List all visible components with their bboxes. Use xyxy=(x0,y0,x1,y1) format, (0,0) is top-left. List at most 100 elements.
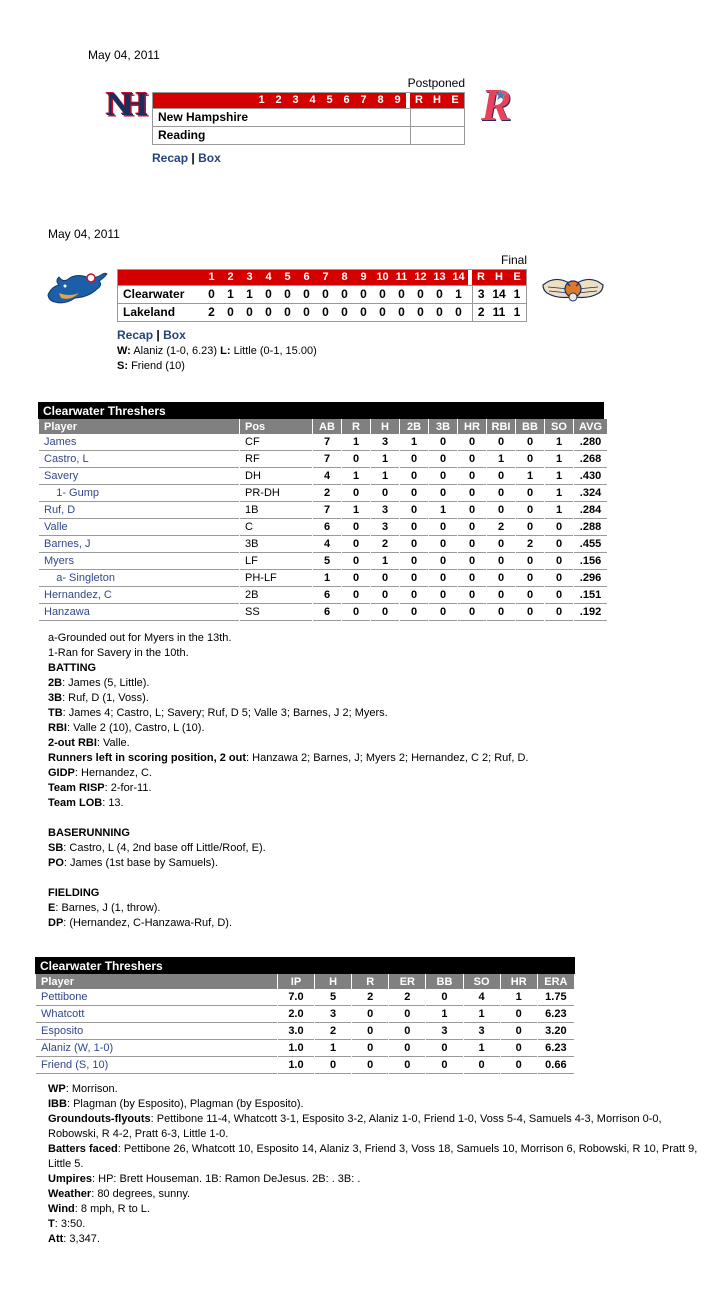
row-gap xyxy=(468,284,472,303)
inning-cell: 0 xyxy=(297,302,316,321)
col-header-h: H xyxy=(371,419,399,434)
note-label: FIELDING xyxy=(48,887,100,899)
player-link[interactable]: Hernandez, C xyxy=(44,589,112,601)
player-link[interactable]: James xyxy=(44,436,77,448)
bb-cell: 1 xyxy=(426,1006,463,1023)
so-cell: 0 xyxy=(545,536,573,553)
so-cell: 0 xyxy=(545,570,573,587)
col-header-player: Player xyxy=(39,419,239,434)
note-line: Weather: 80 degrees, sunny. xyxy=(48,1187,700,1202)
col-header-rbi: RBI xyxy=(487,419,515,434)
link-separator: | xyxy=(156,328,160,342)
player-link[interactable]: Valle xyxy=(44,521,68,533)
hr-cell: 0 xyxy=(458,519,486,536)
3b-cell: 0 xyxy=(429,434,457,451)
inning-header: 3 xyxy=(287,93,304,108)
inning-cell: 0 xyxy=(392,302,411,321)
hits-header: H xyxy=(428,93,446,108)
ip-cell: 1.0 xyxy=(277,1057,315,1074)
bb-cell: 0 xyxy=(516,587,544,604)
col-header-player: Player xyxy=(36,974,277,989)
col-header-hr: HR xyxy=(458,419,486,434)
3b-cell: 0 xyxy=(429,468,457,485)
note-text: : 3:50. xyxy=(54,1218,86,1230)
avg-cell: .156 xyxy=(574,553,607,570)
box-link[interactable]: Box xyxy=(198,151,221,165)
r-cell: 0 xyxy=(342,451,370,468)
ab-cell: 6 xyxy=(313,519,341,536)
errors-cell: 1 xyxy=(508,284,526,303)
rbi-cell: 0 xyxy=(487,468,515,485)
save-label: S: xyxy=(117,360,128,372)
note-label: WP xyxy=(48,1083,66,1095)
h-cell: 3 xyxy=(371,502,399,519)
r-cell: 1 xyxy=(342,434,370,451)
note-text: : Pettibone 26, Whatcott 10, Esposito 14… xyxy=(48,1143,698,1170)
so-cell: 0 xyxy=(545,553,573,570)
recap-link[interactable]: Recap xyxy=(117,328,154,342)
h-cell: 0 xyxy=(371,604,399,621)
player-link[interactable]: Barnes, J xyxy=(44,538,91,550)
batting-row: a- Singleton PH-LF 1 0 0 0 0 0 0 0 0 .29… xyxy=(39,570,607,587)
player-link[interactable]: Ruf, D xyxy=(44,504,76,516)
box-link[interactable]: Box xyxy=(163,328,186,342)
inning-cell: 0 xyxy=(354,284,373,303)
batting-header-row: Player Pos AB R H 2B 3B HR RBI BB SO AVG xyxy=(39,419,607,434)
col-header-ip: IP xyxy=(277,974,315,989)
inning-header: 8 xyxy=(372,93,389,108)
pitching-row: Whatcott 2.0 3 0 0 1 1 0 6.23 xyxy=(36,1006,574,1023)
inning-cell xyxy=(338,107,355,126)
so-cell: 3 xyxy=(463,1023,500,1040)
player-link[interactable]: Pettibone xyxy=(41,991,88,1003)
pos-cell: SS xyxy=(240,604,312,621)
header-gap xyxy=(406,93,410,108)
ab-cell: 7 xyxy=(313,502,341,519)
runs-header: R xyxy=(410,93,428,108)
note-text xyxy=(48,872,51,884)
inning-cell xyxy=(372,107,389,126)
inning-cell: 0 xyxy=(297,284,316,303)
rbi-cell: 0 xyxy=(487,587,515,604)
player-link[interactable]: Whatcott xyxy=(41,1008,85,1020)
r-cell: 0 xyxy=(342,536,370,553)
player-link[interactable]: Myers xyxy=(44,555,74,567)
player-link[interactable]: Friend (S, 10) xyxy=(41,1059,109,1071)
inning-cell: 0 xyxy=(278,284,297,303)
player-link[interactable]: 1- Gump xyxy=(44,487,100,499)
ab-cell: 7 xyxy=(313,451,341,468)
save-line: S: Friend (10) xyxy=(117,360,527,372)
3b-cell: 0 xyxy=(429,553,457,570)
inning-cell: 2 xyxy=(202,302,221,321)
pos-cell: 3B xyxy=(240,536,312,553)
3b-cell: 0 xyxy=(429,570,457,587)
h-cell: 2 xyxy=(371,536,399,553)
h-cell: 0 xyxy=(315,1057,352,1074)
pitching-header-row: Player IP H R ER BB SO HR ERA xyxy=(36,974,574,989)
h-cell: 3 xyxy=(315,1006,352,1023)
ab-cell: 6 xyxy=(313,604,341,621)
player-cell: Castro, L xyxy=(39,451,239,468)
home-team-row: Reading xyxy=(153,125,464,144)
note-text: : Valle. xyxy=(96,737,130,749)
col-header-r: R xyxy=(342,419,370,434)
inning-cell: 0 xyxy=(373,302,392,321)
note-text: : 13. xyxy=(102,797,124,809)
player-link[interactable]: a- Singleton xyxy=(44,572,115,584)
player-link[interactable]: Hanzawa xyxy=(44,606,90,618)
player-link[interactable]: Esposito xyxy=(41,1025,84,1037)
win-text: Alaniz (1-0, 6.23) xyxy=(133,345,218,357)
player-cell: Hernandez, C xyxy=(39,587,239,604)
player-link[interactable]: Savery xyxy=(44,470,79,482)
recap-link[interactable]: Recap xyxy=(152,151,189,165)
note-text: : James (5, Little). xyxy=(62,677,150,689)
hr-cell: 0 xyxy=(458,570,486,587)
player-link[interactable]: Alaniz (W, 1-0) xyxy=(41,1042,114,1054)
player-link[interactable]: Castro, L xyxy=(44,453,89,465)
note-line: Team RISP: 2-for-11. xyxy=(48,781,700,796)
note-label: Batters faced xyxy=(48,1143,118,1155)
batting-notes: a-Grounded out for Myers in the 13th. 1-… xyxy=(48,631,700,931)
r-cell: 1 xyxy=(342,502,370,519)
note-text: : Hernandez, C. xyxy=(74,767,152,779)
note-text: 1-Ran for Savery in the 10th. xyxy=(48,647,189,659)
ip-cell: 1.0 xyxy=(277,1040,315,1057)
